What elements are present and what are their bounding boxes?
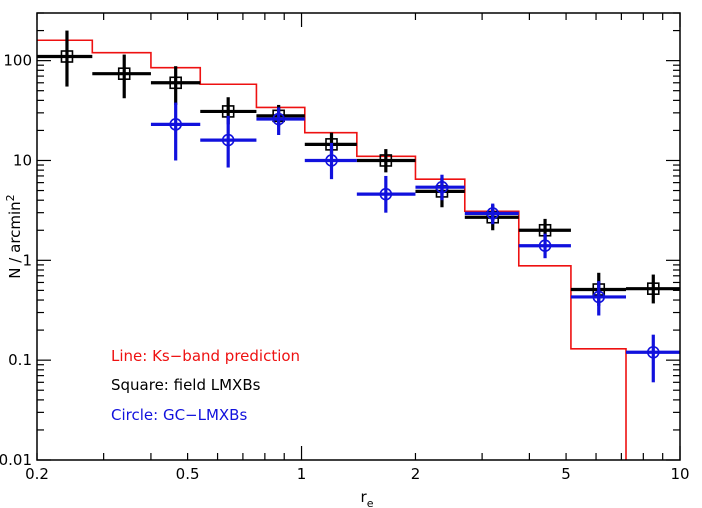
circle-marker — [272, 112, 285, 126]
y-axis-label-superscript: 2 — [4, 194, 17, 201]
y-tick-label: 10 — [13, 151, 32, 169]
circle-point — [464, 203, 519, 225]
y-tick-label: 0.01 — [0, 451, 32, 469]
circle-point — [626, 334, 680, 383]
y-axis-label-main: N / arcmin — [6, 201, 24, 278]
square-point — [37, 30, 93, 87]
x-axis-label-main: r — [361, 488, 368, 506]
plot-content — [37, 30, 680, 460]
prediction-step-line — [37, 39, 627, 460]
circle-point — [518, 233, 571, 259]
x-tick-label: 10 — [670, 465, 689, 483]
axes: 0.2 0.5 1 2 5 10 0.01 0.1 1 10 100 — [0, 12, 690, 483]
y-tick-label: 0.1 — [8, 351, 32, 369]
square-point — [92, 54, 151, 99]
x-tick-label: 0.2 — [25, 465, 49, 483]
circle-marker — [538, 239, 552, 253]
circle-point — [150, 102, 201, 161]
square-point — [150, 66, 201, 105]
circle-point — [570, 281, 627, 316]
legend-entry-circle: Circle: GC−LMXBs — [111, 406, 247, 424]
circle-marker — [169, 118, 182, 131]
square-marker — [169, 76, 182, 90]
circle-marker — [592, 290, 606, 304]
x-axis-label-subscript: e — [367, 497, 374, 508]
circle-point — [415, 174, 465, 201]
legend-entry-square: Square: field LMXBs — [111, 376, 261, 394]
x-axis-label: re — [361, 488, 374, 508]
square-point — [626, 274, 680, 304]
circle-marker — [435, 180, 449, 194]
y-tick-label: 100 — [3, 52, 32, 70]
square-marker — [379, 154, 393, 167]
square-point — [356, 149, 416, 173]
square-marker — [60, 50, 74, 63]
circle-marker — [221, 133, 235, 147]
x-tick-label: 1 — [297, 465, 307, 483]
legend-entry-line: Line: Ks−band prediction — [111, 347, 300, 365]
square-marker — [646, 282, 660, 295]
circle-marker — [486, 207, 500, 220]
legend: Line: Ks−band prediction Square: field L… — [111, 347, 300, 424]
circle-marker — [325, 154, 338, 167]
circle-point — [356, 175, 416, 213]
circle-marker — [379, 187, 393, 201]
x-tick-label: 2 — [411, 465, 421, 483]
square-marker — [117, 67, 131, 80]
y-axis-label: N / arcmin2 — [4, 194, 24, 278]
plot-frame — [36, 12, 681, 461]
circle-marker — [646, 345, 660, 359]
circle-point — [256, 107, 305, 135]
x-tick-label: 0.5 — [176, 465, 200, 483]
circle-point — [304, 142, 357, 180]
x-tick-label: 5 — [561, 465, 571, 483]
circle-point — [200, 115, 257, 168]
y-tick-label: 1 — [22, 251, 32, 269]
